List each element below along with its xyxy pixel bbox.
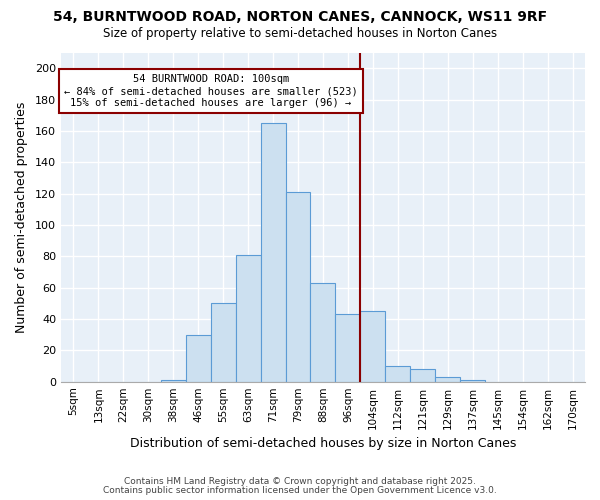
Bar (460, 380, 485, 382)
Text: Contains HM Land Registry data © Crown copyright and database right 2025.: Contains HM Land Registry data © Crown c… (124, 477, 476, 486)
Bar (211, 304, 236, 382)
Text: 54, BURNTWOOD ROAD, NORTON CANES, CANNOCK, WS11 9RF: 54, BURNTWOOD ROAD, NORTON CANES, CANNOC… (53, 10, 547, 24)
Bar (260, 123, 286, 382)
Bar (361, 311, 385, 382)
Text: Size of property relative to semi-detached houses in Norton Canes: Size of property relative to semi-detach… (103, 28, 497, 40)
Bar (410, 369, 435, 382)
Text: 54 BURNTWOOD ROAD: 100sqm
← 84% of semi-detached houses are smaller (523)
15% of: 54 BURNTWOOD ROAD: 100sqm ← 84% of semi-… (64, 74, 358, 108)
Bar (286, 192, 310, 382)
Bar (161, 380, 186, 382)
Bar (385, 366, 410, 382)
Bar (236, 254, 260, 382)
Bar (335, 314, 361, 382)
Bar (186, 334, 211, 382)
Text: Contains public sector information licensed under the Open Government Licence v3: Contains public sector information licen… (103, 486, 497, 495)
X-axis label: Distribution of semi-detached houses by size in Norton Canes: Distribution of semi-detached houses by … (130, 437, 516, 450)
Bar (310, 283, 335, 382)
Bar (435, 377, 460, 382)
Y-axis label: Number of semi-detached properties: Number of semi-detached properties (15, 102, 28, 333)
